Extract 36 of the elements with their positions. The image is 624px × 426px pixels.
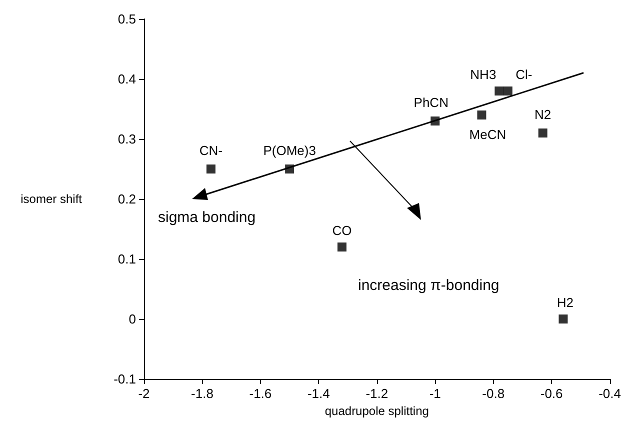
point <box>558 314 568 324</box>
x-tick-label: -1 <box>429 386 441 401</box>
x-tick-label: -0.6 <box>540 386 563 401</box>
x-tick-label: -1.4 <box>307 386 330 401</box>
y-tick-label: 0 <box>128 312 136 326</box>
y-tick-label: 0.3 <box>118 132 136 146</box>
annotation: CN- <box>199 143 223 158</box>
point <box>337 242 346 252</box>
point <box>494 86 504 96</box>
x-tick-label: -1.2 <box>366 386 388 401</box>
annotation: NH3 <box>470 67 496 82</box>
y-tick-label: 0.2 <box>118 192 136 206</box>
annotation: CO <box>332 223 352 238</box>
point <box>503 86 512 96</box>
y-tick-label: 0.5 <box>118 12 136 26</box>
x-tick-label: -0.8 <box>482 386 505 401</box>
point <box>538 128 548 138</box>
annotation: MeCN <box>469 127 506 142</box>
x-tick-label: -1.8 <box>191 386 214 401</box>
annotation: N2 <box>534 107 552 122</box>
point <box>206 164 216 174</box>
x-tick-label: -0.4 <box>598 386 622 401</box>
y-tick-label: 0.1 <box>118 252 136 266</box>
x-axis-title: quadrupole splitting <box>324 404 429 418</box>
y-tick-label: 0.4 <box>118 72 136 86</box>
annotation: Cl- <box>516 67 532 82</box>
annotation: increasing π-bonding <box>358 277 500 294</box>
y-tick-label: -0.1 <box>114 372 136 386</box>
annotation: P(OMe)3 <box>263 143 316 158</box>
y-axis-title: isomer shift <box>20 192 83 206</box>
annotation: PhCN <box>414 95 448 110</box>
annotation: H2 <box>556 295 574 310</box>
annotation: sigma bonding <box>158 209 256 226</box>
point <box>477 110 486 120</box>
x-tick-label: -1.6 <box>249 386 272 401</box>
x-tick-label: -2 <box>138 386 150 401</box>
